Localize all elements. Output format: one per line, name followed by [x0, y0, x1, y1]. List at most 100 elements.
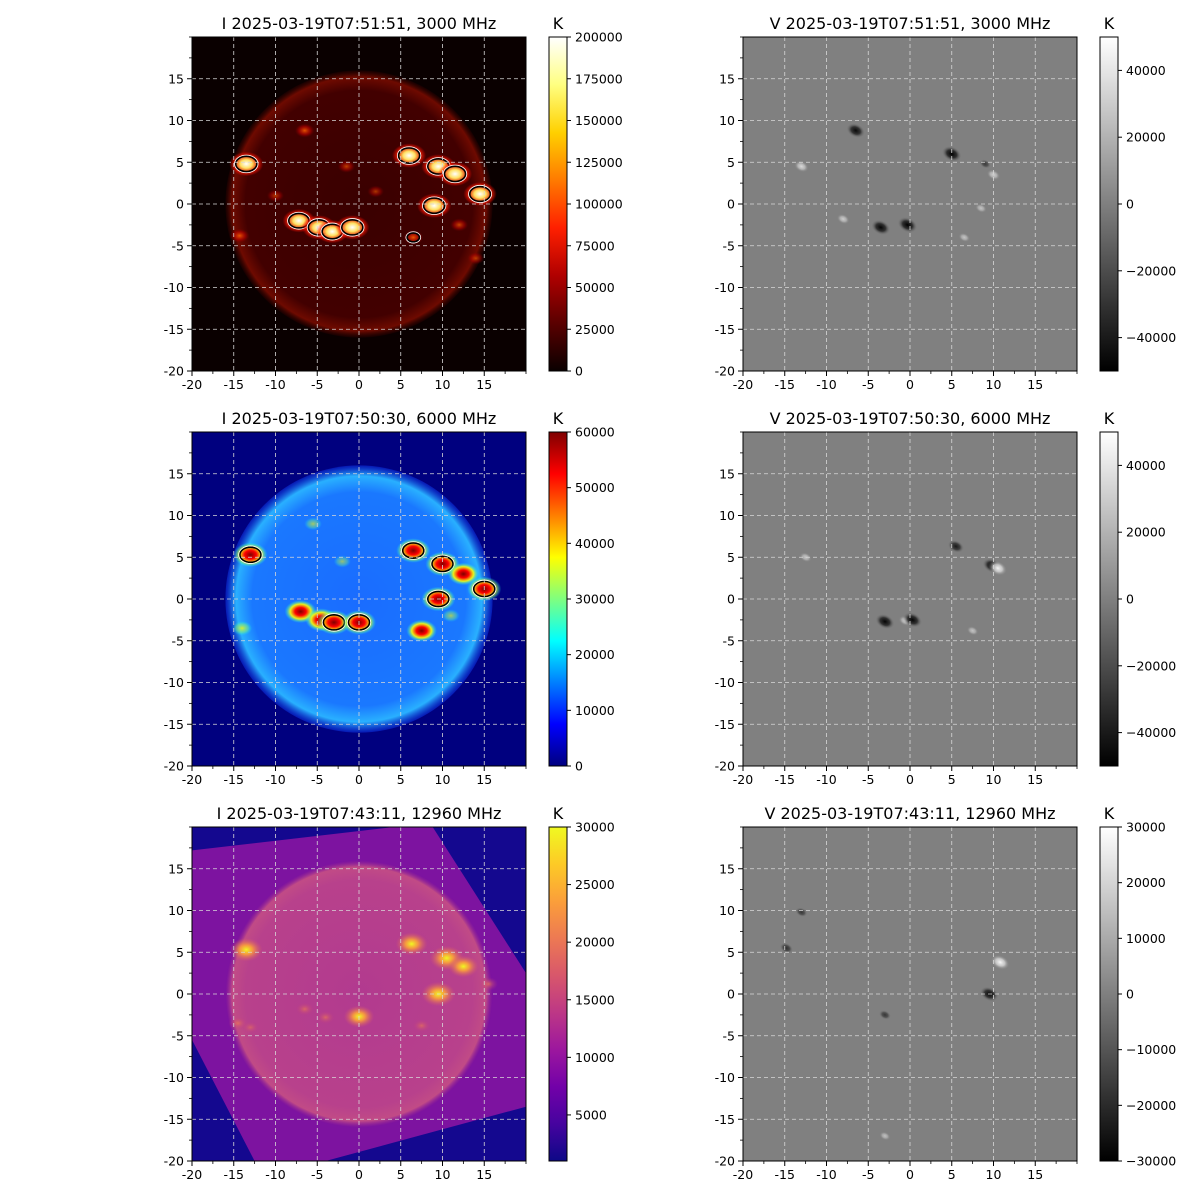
colorbar-tick-label: 20000 [1126, 525, 1166, 540]
x-tick-label: -10 [816, 377, 836, 392]
polarized-source [975, 203, 987, 213]
colorbar [1099, 36, 1119, 372]
radio-source [232, 621, 253, 636]
y-tick-label: -20 [715, 759, 735, 774]
x-tick-label: 15 [1027, 377, 1043, 392]
x-tick-label: 0 [906, 772, 914, 787]
y-tick-label: 15 [719, 466, 735, 481]
y-tick-label: 10 [719, 113, 735, 128]
map-image [743, 432, 1077, 766]
radio-source [367, 185, 384, 198]
colorbar-tick-label: 30000 [575, 820, 615, 835]
x-tick-label: -20 [182, 1167, 202, 1182]
y-tick-label: 0 [176, 592, 184, 607]
contour [239, 546, 262, 564]
x-tick-label: -15 [775, 377, 795, 392]
polarized-source [779, 942, 794, 954]
contour [396, 146, 422, 165]
x-tick-label: 10 [435, 377, 451, 392]
x-tick-label: -10 [265, 1167, 285, 1182]
radio-source [442, 609, 460, 623]
y-tick-label: -10 [715, 675, 735, 690]
x-tick-label: 0 [355, 1167, 363, 1182]
x-tick-label: 15 [1027, 772, 1043, 787]
x-tick-label: 0 [906, 1167, 914, 1182]
radio-source [447, 562, 479, 586]
panel-title: I 2025-03-19T07:43:11, 12960 MHz [217, 804, 502, 823]
colorbar-tick-label: 5000 [575, 1107, 607, 1122]
polarized-source [879, 1131, 891, 1141]
x-tick-label: -15 [775, 772, 795, 787]
x-tick-label: -10 [265, 377, 285, 392]
x-tick-label: 10 [986, 1167, 1002, 1182]
colorbar-tick-label: 10000 [575, 703, 615, 718]
contour [401, 542, 425, 559]
colorbar [1099, 826, 1119, 1162]
y-tick-label: -10 [715, 280, 735, 295]
colorbar-tick-label: 75000 [575, 238, 615, 253]
colorbar-tick-label: 40000 [575, 536, 615, 551]
x-tick-label: 10 [986, 377, 1002, 392]
colorbar-tick-label: 20000 [575, 647, 615, 662]
radio-source [406, 619, 437, 642]
contour [401, 541, 426, 560]
contour [468, 184, 493, 204]
panel-i-3000: -20 -15 -10 -5 0 5 10 15 -20 -15 -10 -5 0 5 10 15 I 2025… [164, 14, 623, 392]
x-tick-label: -10 [265, 772, 285, 787]
colorbar-tick-label: 0 [1126, 592, 1134, 607]
y-tick-label: 15 [168, 71, 184, 86]
colorbar-tick-label: 40000 [1126, 63, 1166, 78]
polarized-source [941, 145, 962, 162]
radio-source [448, 955, 479, 978]
x-tick-label: 0 [355, 377, 363, 392]
contour [426, 590, 450, 608]
y-tick-label: -15 [715, 1112, 735, 1127]
contour [340, 218, 365, 237]
colorbar-tick-label: 0 [575, 364, 583, 379]
radio-source [304, 517, 322, 531]
polarized-source [836, 213, 850, 225]
colorbar [1099, 431, 1119, 767]
x-tick-label: 0 [355, 772, 363, 787]
colorbar-tick-label: 15000 [575, 992, 615, 1007]
map-image [192, 827, 526, 1161]
panel-i-12960: -20 -15 -10 -5 0 5 10 15 -20 -15 -10 -5 0 5 10 15 I 2025… [164, 804, 615, 1182]
x-tick-label: 5 [397, 377, 405, 392]
colorbar-tick-label: 0 [1126, 197, 1134, 212]
y-tick-label: -5 [172, 1028, 184, 1043]
polarized-source [794, 160, 809, 173]
contour [234, 154, 259, 174]
solar-disk [225, 465, 493, 733]
y-tick-label: 10 [168, 903, 184, 918]
x-tick-label: 15 [1027, 1167, 1043, 1182]
polarized-source [846, 123, 866, 138]
map-background [743, 827, 1077, 1161]
x-tick-label: 5 [948, 377, 956, 392]
colorbar-tick-label: −20000 [1126, 263, 1176, 278]
y-tick-label: -15 [164, 322, 184, 337]
panel-v-12960: -20 -15 -10 -5 0 5 10 15 -20 -15 -10 -5 0 5 10 15 V 2025… [715, 804, 1177, 1182]
colorbar-tick-label: 0 [1126, 987, 1134, 1002]
x-tick-label: -15 [224, 1167, 244, 1182]
radio-source [266, 189, 285, 202]
contour [340, 218, 364, 236]
y-tick-label: -20 [164, 1154, 184, 1169]
y-tick-label: 15 [719, 861, 735, 876]
polarized-source [966, 626, 979, 636]
x-tick-label: -5 [862, 772, 874, 787]
x-tick-label: 10 [435, 772, 451, 787]
y-tick-label: 0 [727, 592, 735, 607]
colorbar-tick-label: 40000 [1126, 458, 1166, 473]
contour [238, 545, 263, 564]
colorbar-tick-label: 100000 [575, 197, 623, 212]
colorbar [548, 431, 568, 767]
y-tick-label: -20 [715, 364, 735, 379]
x-tick-label: -5 [311, 377, 323, 392]
radio-source [333, 555, 351, 568]
colorbar-label: K [553, 409, 564, 428]
x-tick-label: 15 [476, 772, 492, 787]
polarized-source [871, 219, 891, 236]
colorbar-tick-label: −20000 [1126, 1098, 1176, 1113]
x-tick-label: 5 [948, 1167, 956, 1182]
